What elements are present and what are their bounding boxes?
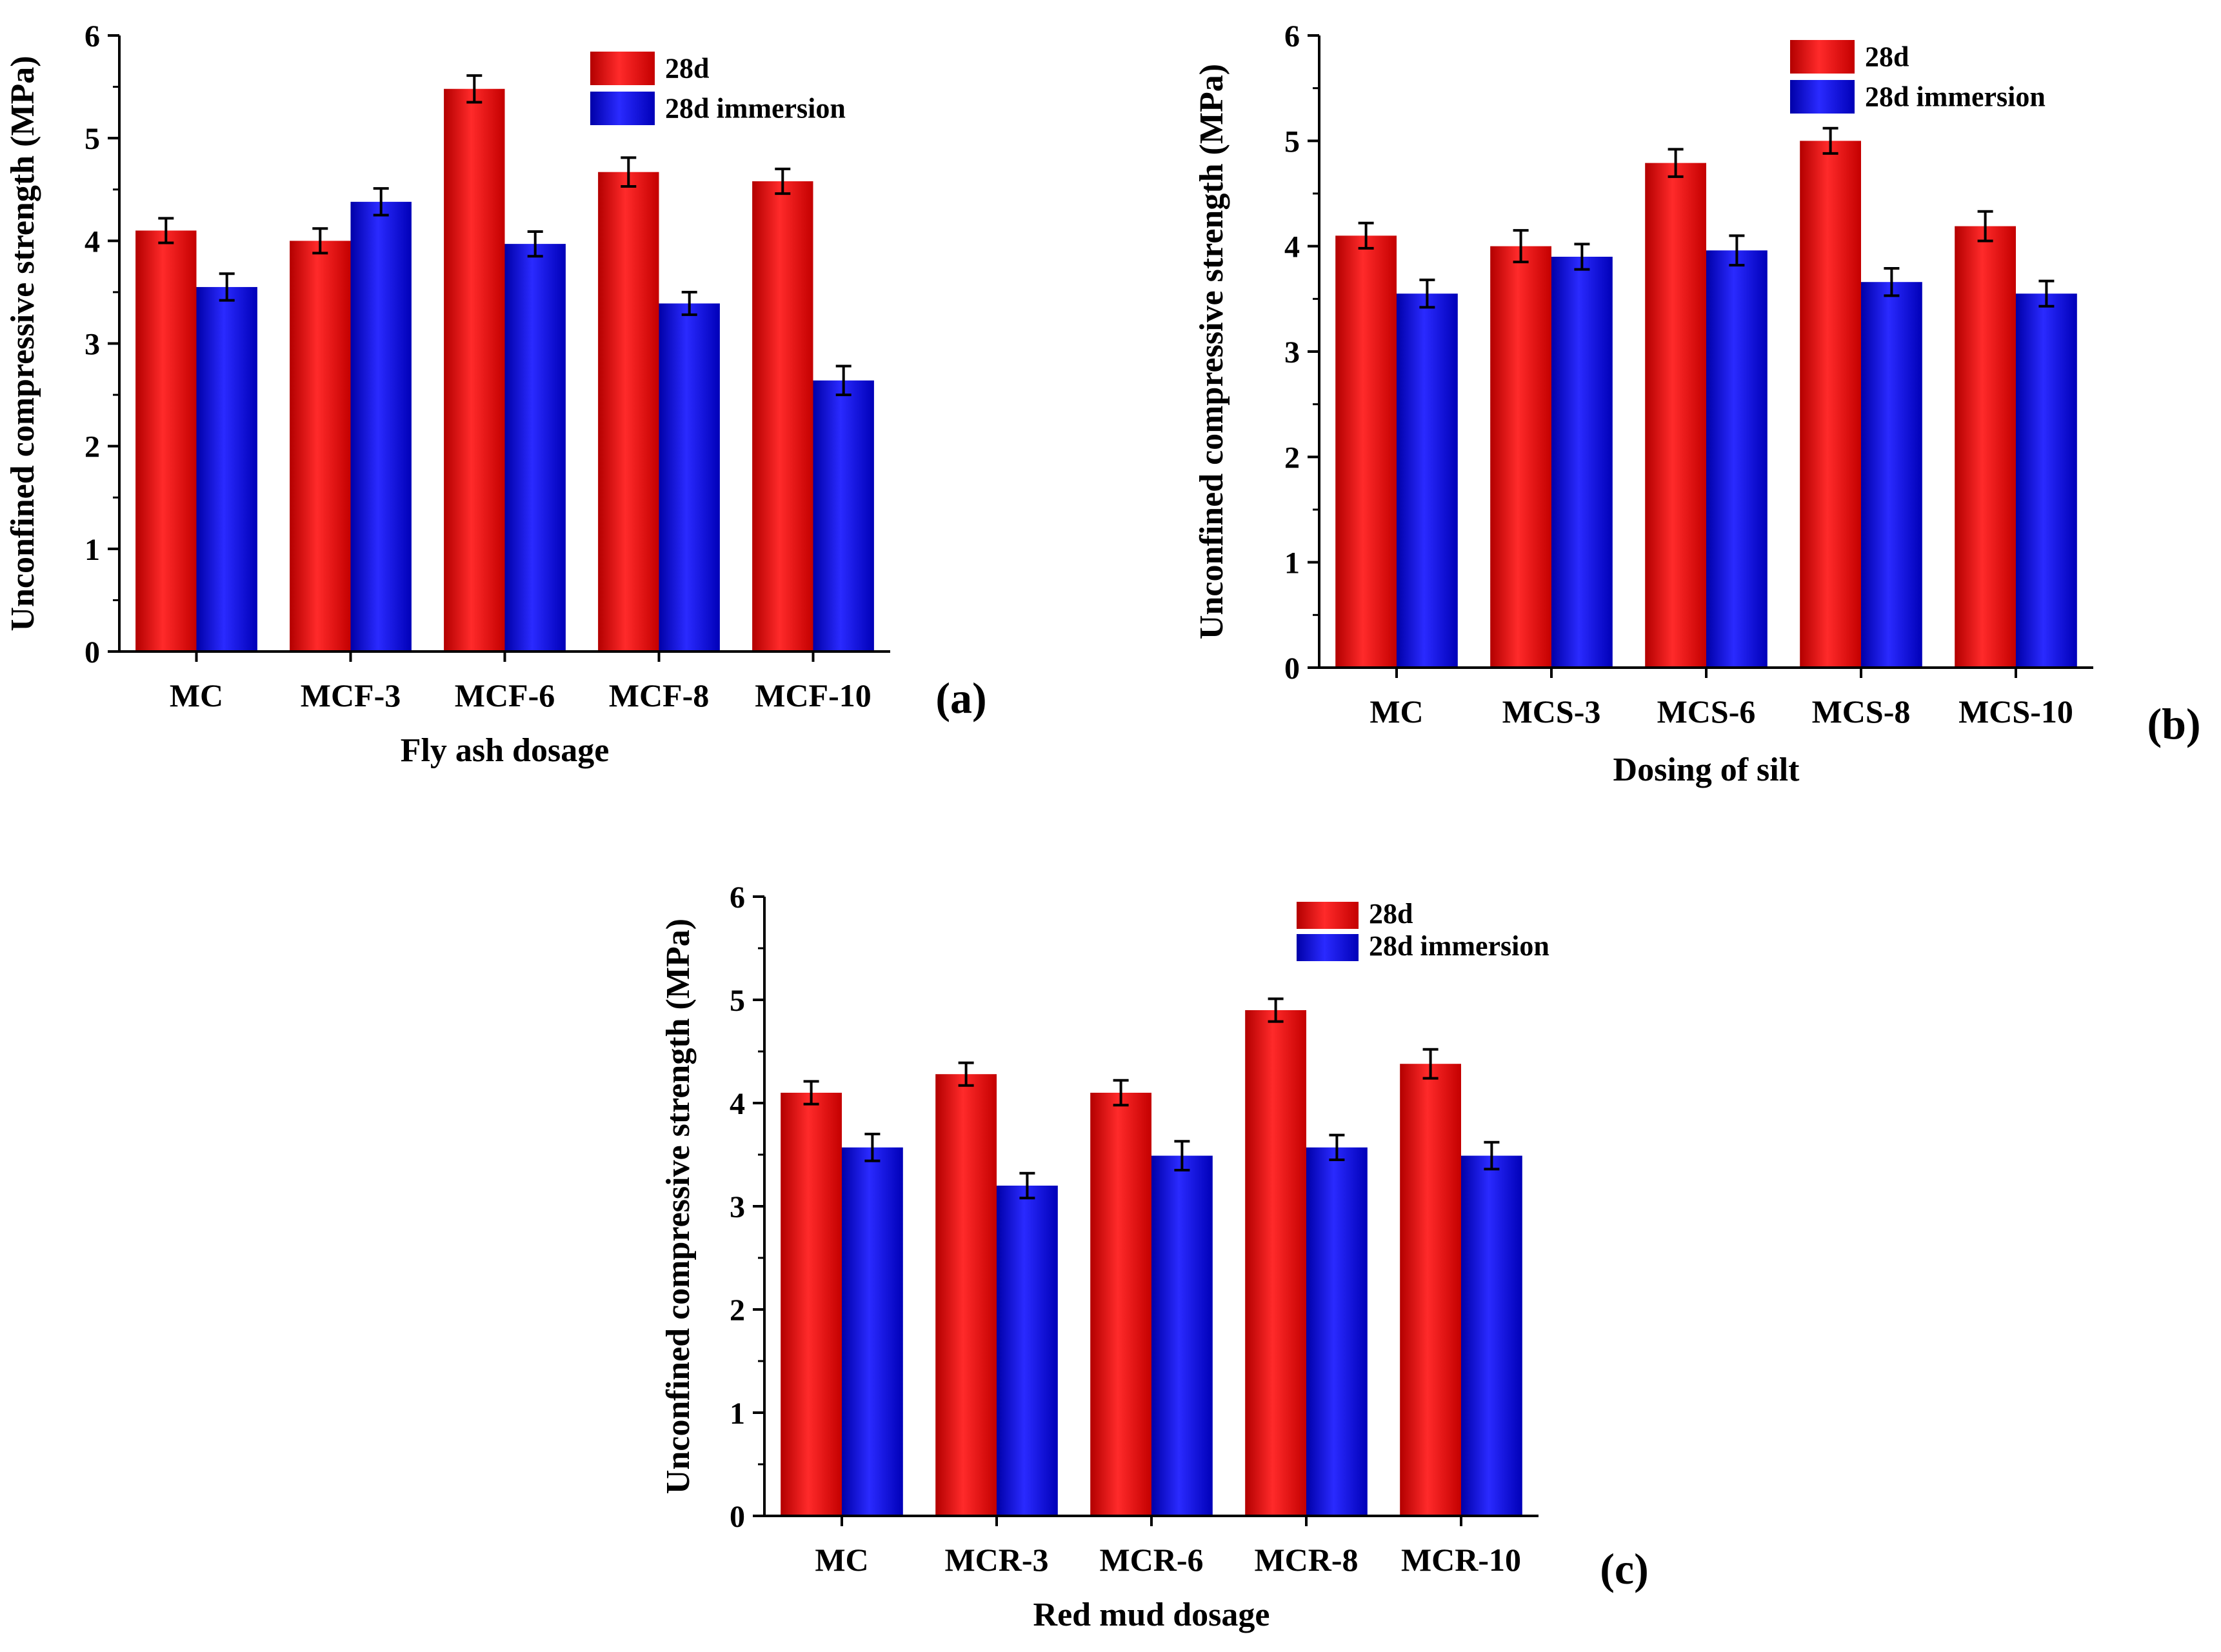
x-tick-label: MCF-6 <box>455 677 555 713</box>
legend-swatch <box>590 92 655 125</box>
y-tick-label: 2 <box>730 1293 745 1328</box>
x-tick-label: MC <box>170 677 223 713</box>
bar <box>1400 1064 1461 1516</box>
panel-label: (a) <box>935 673 986 722</box>
bar <box>1306 1147 1368 1516</box>
y-tick-label: 5 <box>730 984 745 1018</box>
y-tick-label: 1 <box>1284 546 1300 581</box>
y-tick-label: 2 <box>1284 441 1300 475</box>
legend-label: 28d <box>1865 41 1909 73</box>
bar <box>1551 257 1613 668</box>
bar <box>196 286 257 652</box>
legend-label: 28d <box>665 53 709 85</box>
bar <box>1490 246 1551 668</box>
x-tick-label: MCR-10 <box>1401 1542 1521 1578</box>
y-tick-label: 6 <box>1284 19 1300 54</box>
y-tick-label: 2 <box>85 430 100 464</box>
bar <box>1461 1155 1522 1516</box>
y-tick-label: 4 <box>1284 230 1300 264</box>
x-axis-title: Red mud dosage <box>1033 1597 1270 1633</box>
bar <box>1151 1155 1213 1516</box>
y-axis-title: Unconfined compressive strength (MPa) <box>1193 64 1230 639</box>
bar <box>1645 163 1706 668</box>
y-axis-title: Unconfined compressive strength (MPa) <box>5 55 41 631</box>
x-tick-label: MCF-10 <box>755 677 871 713</box>
y-tick-label: 3 <box>85 328 100 362</box>
bar <box>1335 235 1397 668</box>
bar <box>752 181 813 652</box>
legend-swatch <box>1297 902 1359 929</box>
y-tick-label: 4 <box>85 224 100 259</box>
bar <box>350 201 412 652</box>
x-tick-label: MCR-6 <box>1099 1542 1203 1578</box>
bar <box>1397 294 1458 668</box>
x-tick-label: MC <box>815 1542 868 1578</box>
legend-swatch <box>590 52 655 85</box>
bar <box>444 88 505 652</box>
x-tick-label: MCF-3 <box>301 677 401 713</box>
bar <box>1245 1010 1306 1516</box>
bar <box>1861 282 1922 668</box>
y-tick-label: 4 <box>730 1087 745 1121</box>
y-tick-label: 3 <box>730 1190 745 1224</box>
bar <box>659 303 720 652</box>
y-tick-label: 6 <box>730 881 745 915</box>
x-tick-label: MCF-8 <box>609 677 710 713</box>
y-tick-label: 1 <box>730 1397 745 1431</box>
y-tick-label: 0 <box>730 1500 745 1534</box>
legend-label: 28d <box>1369 898 1413 930</box>
bar <box>781 1093 842 1516</box>
y-tick-label: 0 <box>1284 652 1300 686</box>
x-tick-label: MCS-6 <box>1657 693 1756 730</box>
bar <box>1955 226 2016 668</box>
x-tick-label: MCS-8 <box>1812 693 1911 730</box>
legend-swatch <box>1790 40 1855 74</box>
panel-label: (b) <box>2147 699 2200 748</box>
bar <box>813 380 874 652</box>
y-tick-label: 6 <box>85 19 100 54</box>
legend-swatch <box>1297 934 1359 961</box>
bar <box>1800 141 1861 668</box>
y-tick-label: 3 <box>1284 335 1300 370</box>
legend-label: 28d immersion <box>665 93 846 124</box>
x-tick-label: MCS-3 <box>1502 693 1601 730</box>
bar <box>598 172 659 652</box>
bar <box>997 1186 1058 1516</box>
chart-panel-b: 0 1 2 3 4 5 6 MC MCS-3 MCS-6 MCS-8 MCS-10 Dosing of … <box>1193 19 2201 788</box>
bar <box>2016 294 2077 668</box>
bar <box>1090 1093 1151 1516</box>
panel-label: (c) <box>1600 1544 1648 1593</box>
legend-label: 28d immersion <box>1369 930 1549 962</box>
x-axis-title: Fly ash dosage <box>401 732 610 769</box>
legend-label: 28d immersion <box>1865 81 2046 113</box>
x-axis-title: Dosing of silt <box>1613 751 1800 788</box>
bar <box>135 230 197 652</box>
bar <box>290 241 351 652</box>
x-tick-label: MCR-3 <box>944 1542 1048 1578</box>
bar <box>504 244 566 652</box>
legend-swatch <box>1790 80 1855 114</box>
y-tick-label: 0 <box>85 635 100 670</box>
bar <box>1706 250 1768 668</box>
x-tick-label: MC <box>1369 693 1423 730</box>
chart-panel-a: 0 1 2 3 4 5 6 MC MCF-3 MCF-6 MCF-8 MCF-10 Fly ash do… <box>5 19 987 769</box>
y-tick-label: 5 <box>1284 124 1300 159</box>
x-tick-label: MCS-10 <box>1958 693 2073 730</box>
chart-panel-c: 0 1 2 3 4 5 6 MC MCR-3 MCR-6 MCR-8 MCR-10 Red mud do… <box>660 881 1649 1633</box>
y-tick-label: 5 <box>85 122 100 156</box>
bar <box>842 1147 903 1516</box>
y-tick-label: 1 <box>85 533 100 567</box>
y-axis-title: Unconfined compressive strength (MPa) <box>660 919 697 1494</box>
bar <box>935 1074 997 1516</box>
x-tick-label: MCR-8 <box>1254 1542 1358 1578</box>
